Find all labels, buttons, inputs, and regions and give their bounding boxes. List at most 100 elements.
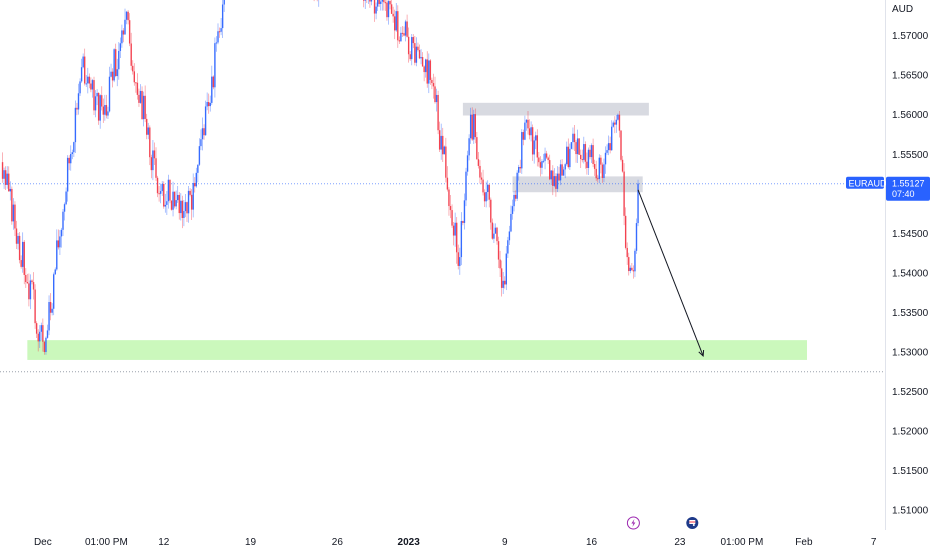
candle-body (469, 114, 472, 139)
candle (545, 150, 548, 160)
candle-body (390, 4, 393, 14)
candle-body (132, 65, 134, 72)
candle-body (569, 148, 571, 168)
candle (79, 78, 81, 96)
candle (518, 164, 520, 181)
candle (535, 131, 537, 150)
candle (3, 167, 5, 189)
candle (522, 129, 525, 146)
candle-body (414, 43, 416, 63)
candle-body (173, 191, 176, 207)
candle (74, 100, 77, 154)
candle-body (421, 57, 424, 67)
candle-body (429, 60, 432, 80)
candle (421, 52, 424, 67)
candle (528, 119, 531, 140)
candle (494, 223, 497, 234)
candle-body (587, 149, 590, 168)
candle (28, 273, 30, 307)
candle (623, 163, 625, 226)
candle (146, 113, 148, 140)
candle (31, 279, 33, 285)
candle (488, 184, 490, 208)
candle (617, 113, 619, 121)
lightning-icon[interactable] (626, 516, 640, 530)
candle (220, 18, 222, 36)
candle-body (11, 188, 13, 222)
candle (384, 0, 387, 11)
candle-body (592, 145, 594, 165)
candle (508, 225, 511, 245)
candle-body (51, 308, 53, 313)
candle-body (136, 82, 139, 95)
candle-body (84, 56, 86, 84)
candle (200, 129, 202, 151)
candle-body (62, 211, 64, 230)
candle-body (17, 235, 19, 244)
projection-arrow[interactable] (637, 189, 705, 358)
candle (431, 77, 433, 90)
candle (390, 0, 393, 15)
candle-body (183, 211, 185, 218)
candle (542, 153, 545, 164)
candle (589, 144, 591, 160)
candle-body (101, 95, 103, 107)
candle (539, 156, 542, 177)
candle (590, 143, 593, 164)
candle-body (158, 193, 160, 195)
candle (521, 129, 523, 174)
candle-body (417, 46, 419, 51)
candle-body (118, 50, 120, 70)
candle-body (161, 183, 163, 192)
candle (635, 218, 638, 254)
candle (480, 172, 483, 185)
candle (406, 14, 408, 38)
candle (595, 160, 597, 181)
flag-icon[interactable] (686, 517, 699, 529)
candle (177, 185, 179, 203)
candle-body (440, 135, 442, 150)
candle (93, 76, 95, 116)
candle (316, 0, 318, 2)
event-markers[interactable] (626, 516, 699, 530)
candle-body (508, 231, 511, 241)
candle (435, 88, 438, 112)
candle (437, 90, 439, 135)
resistance-zone[interactable] (462, 102, 649, 116)
candle-body (600, 157, 602, 165)
candle-body (635, 223, 638, 251)
candle-body (386, 2, 388, 18)
candle-body (476, 137, 478, 160)
candle (463, 193, 466, 230)
candle-body (482, 179, 484, 193)
candle-body (454, 222, 456, 236)
candle (130, 32, 132, 71)
mid-zone[interactable] (512, 176, 643, 193)
candle-body (502, 280, 504, 288)
candle (190, 189, 193, 220)
candle-body (133, 71, 135, 83)
candle-body (223, 0, 225, 5)
candle (487, 180, 489, 201)
candle-body (35, 323, 38, 334)
candle-body (94, 96, 97, 111)
target-zone[interactable] (27, 340, 808, 360)
candle (128, 13, 131, 47)
candle-body (138, 94, 140, 103)
candle (152, 139, 154, 181)
candle-body (32, 282, 35, 290)
candle-body (172, 191, 174, 210)
candle (88, 73, 91, 89)
currency-label: AUD (892, 4, 913, 15)
candle-body (147, 127, 149, 135)
x-axis[interactable]: Dec 01:00 PM 12 19 26 2023 9 16 23 01:00 PM Feb 7 (34, 537, 877, 548)
candle (536, 129, 538, 167)
candle-body (618, 114, 621, 131)
candle-body (597, 178, 599, 180)
candle (449, 194, 452, 219)
candle (25, 268, 27, 288)
candle (35, 321, 38, 338)
y-tick-label: 1.51000 (892, 506, 929, 517)
y-axis[interactable]: AUD 1.570001.565001.560001.555001.550001… (846, 4, 930, 517)
